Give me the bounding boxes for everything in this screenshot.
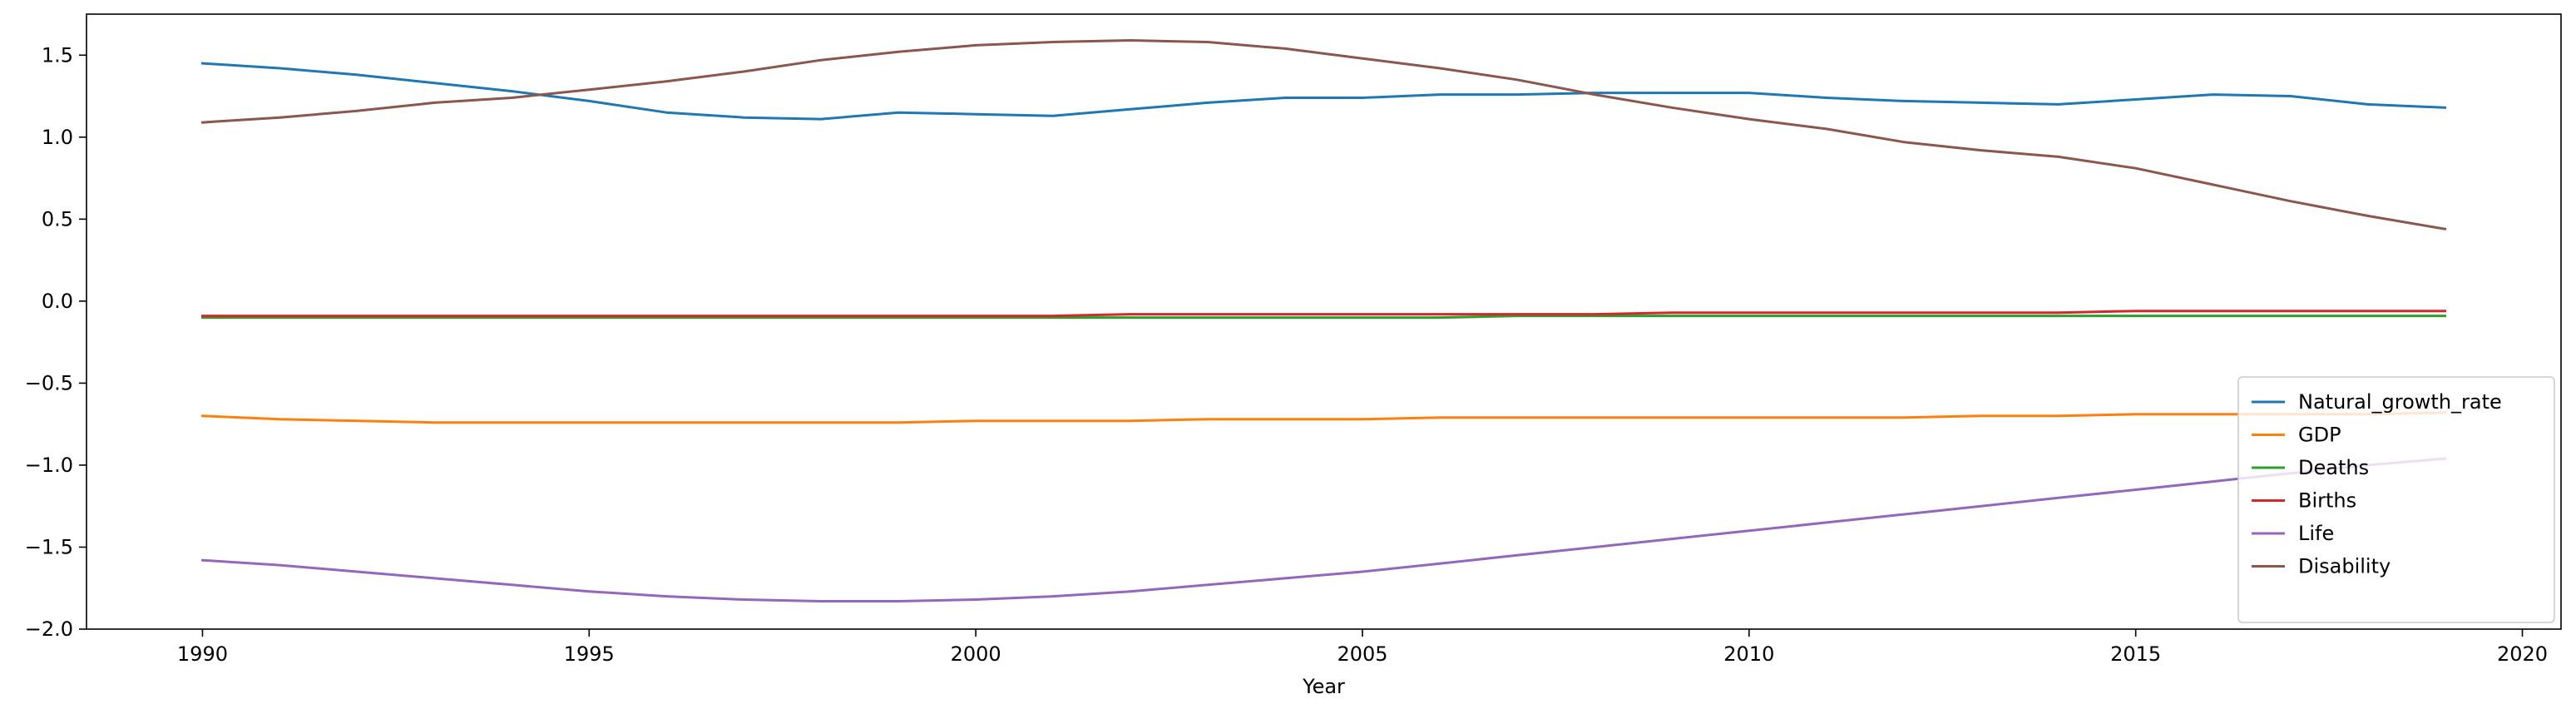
y-tick-label: −1.0	[25, 454, 73, 477]
legend-label-natural-growth-rate: Natural_growth_rate	[2298, 390, 2502, 414]
x-tick-label: 2000	[951, 642, 1001, 666]
legend-label-disability: Disability	[2298, 555, 2391, 578]
legend-label-life: Life	[2298, 522, 2334, 545]
series-line-life	[200, 457, 2447, 602]
legend-label-gdp: GDP	[2298, 424, 2341, 447]
x-tick-label: 2010	[1723, 642, 1774, 666]
plot-area	[86, 13, 2562, 630]
series-line-disability	[200, 39, 2447, 231]
axes-frame	[86, 13, 2562, 630]
legend-label-births: Births	[2298, 489, 2356, 513]
x-tick-label: 2005	[1337, 642, 1387, 666]
x-tick-label: 2020	[2497, 642, 2548, 666]
legend-label-deaths: Deaths	[2298, 456, 2369, 479]
x-axis: 1990 1995 2000 2005 2010 2015 2020	[177, 629, 2548, 666]
y-tick-label: −2.0	[25, 617, 73, 641]
y-axis: −2.0 −1.5 −1.0 −0.5 0.0 0.5 1.0 1.5	[25, 43, 87, 641]
x-tick-label: 1995	[564, 642, 615, 666]
series-line-births	[201, 310, 2446, 318]
y-tick-label: −1.5	[25, 535, 73, 558]
series-line-gdp	[200, 411, 2447, 424]
y-tick-label: 0.5	[42, 207, 73, 231]
series-line-deaths	[201, 315, 2446, 320]
legend: Natural_growth_rate GDP Deaths Births Life Di…	[2237, 376, 2555, 623]
y-tick-label: 0.0	[42, 290, 73, 313]
legend-box	[2237, 376, 2555, 623]
y-tick-label: 1.0	[42, 126, 73, 149]
series-line-natural-growth-rate	[200, 62, 2447, 121]
y-tick-label: −0.5	[25, 371, 73, 394]
x-axis-title: Year	[1302, 675, 1345, 698]
x-tick-label: 1990	[177, 642, 228, 666]
y-tick-label: 1.5	[42, 43, 73, 67]
x-tick-label: 2015	[2110, 642, 2161, 666]
